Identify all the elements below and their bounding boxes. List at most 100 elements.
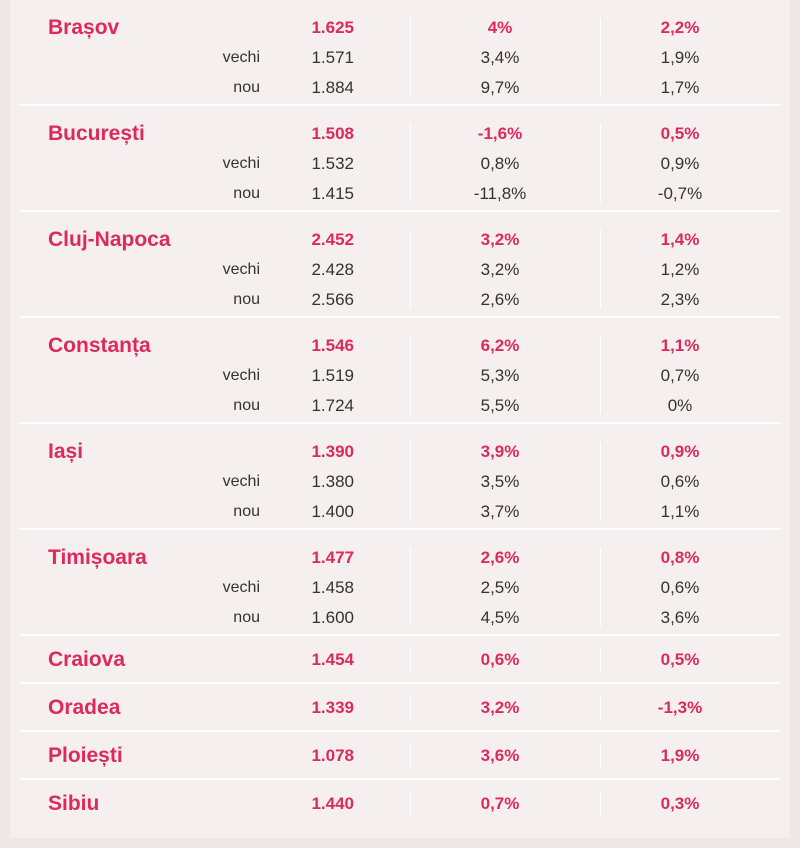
city-name: Ploiești — [48, 744, 123, 767]
subrow-percent-1: 3,4% — [480, 48, 520, 67]
change-percent-1: 2,6% — [480, 548, 520, 567]
column-divider — [410, 230, 411, 308]
subrow-value: 1.458 — [311, 578, 354, 597]
subrow-label: vechi — [222, 261, 260, 278]
change-percent-2: -1,3% — [657, 698, 703, 717]
city-total-row: Brașov 1.625 4% 2,2% — [20, 13, 780, 43]
subrow-label: vechi — [222, 473, 260, 490]
subrow-value: 1.724 — [311, 396, 354, 415]
subrow-nou: nou 1.400 3,7% 1,1% — [20, 497, 780, 527]
column-divider — [410, 124, 411, 202]
column-divider — [600, 648, 601, 672]
subrow-label: nou — [233, 397, 260, 414]
subrow-percent-1: 2,5% — [480, 578, 520, 597]
column-divider — [410, 18, 411, 96]
average-value: 1.454 — [311, 650, 354, 669]
subrow-percent-1: -11,8% — [473, 184, 527, 203]
subrow-label: vechi — [222, 367, 260, 384]
city-total-row: Oradea 1.339 3,2% -1,3% — [20, 693, 780, 723]
column-divider — [600, 336, 601, 414]
column-divider — [600, 744, 601, 768]
price-table: Brașov 1.625 4% 2,2% vechi 1.571 3,4% 1,9% nou 1.… — [10, 0, 790, 838]
city-total-row: București 1.508 -1,6% 0,5% — [20, 119, 780, 149]
subrow-vechi: vechi 1.458 2,5% 0,6% — [20, 573, 780, 603]
subrow-percent-2: 0% — [667, 396, 693, 415]
column-divider — [600, 124, 601, 202]
subrow-value: 1.532 — [311, 154, 354, 173]
city-group: Cluj-Napoca 2.452 3,2% 1,4% vechi 2.428 3,2% 1,… — [20, 212, 780, 318]
city-name: Constanța — [48, 334, 151, 357]
subrow-value: 1.600 — [311, 608, 354, 627]
column-divider — [410, 696, 411, 720]
column-divider — [600, 548, 601, 626]
subrow-value: 1.415 — [311, 184, 354, 203]
subrow-vechi: vechi 1.380 3,5% 0,6% — [20, 467, 780, 497]
change-percent-2: 0,5% — [660, 650, 700, 669]
subrow-label: nou — [233, 79, 260, 96]
change-percent-1: 3,2% — [480, 230, 520, 249]
subrow-percent-1: 0,8% — [480, 154, 520, 173]
subrow-percent-2: 0,6% — [660, 578, 700, 597]
change-percent-1: -1,6% — [477, 124, 523, 143]
average-value: 1.339 — [311, 698, 354, 717]
city-row: Ploiești 1.078 3,6% 1,9% — [20, 732, 780, 780]
city-group: Brașov 1.625 4% 2,2% vechi 1.571 3,4% 1,9% nou 1.… — [20, 0, 780, 106]
subrow-value: 1.884 — [311, 78, 354, 97]
subrow-percent-1: 2,6% — [480, 290, 520, 309]
subrow-vechi: vechi 1.571 3,4% 1,9% — [20, 43, 780, 73]
city-group: Constanța 1.546 6,2% 1,1% vechi 1.519 5,3% 0,7%… — [20, 318, 780, 424]
column-divider — [410, 548, 411, 626]
change-percent-2: 0,5% — [660, 124, 700, 143]
column-divider — [600, 696, 601, 720]
subrow-label: nou — [233, 609, 260, 626]
average-value: 1.078 — [311, 746, 354, 765]
subrow-value: 1.400 — [311, 502, 354, 521]
change-percent-1: 3,2% — [480, 698, 520, 717]
change-percent-2: 1,4% — [660, 230, 700, 249]
change-percent-2: 0,9% — [660, 442, 700, 461]
city-total-row: Iași 1.390 3,9% 0,9% — [20, 437, 780, 467]
city-total-row: Timișoara 1.477 2,6% 0,8% — [20, 543, 780, 573]
subrow-percent-1: 9,7% — [480, 78, 520, 97]
city-row: Oradea 1.339 3,2% -1,3% — [20, 684, 780, 732]
average-value: 1.440 — [311, 794, 354, 813]
subrow-label: nou — [233, 291, 260, 308]
change-percent-1: 3,6% — [480, 746, 520, 765]
city-group: Timișoara 1.477 2,6% 0,8% vechi 1.458 2,5% 0,6%… — [20, 530, 780, 636]
subrow-label: nou — [233, 185, 260, 202]
subrow-value: 1.519 — [311, 366, 354, 385]
subrow-vechi: vechi 1.532 0,8% 0,9% — [20, 149, 780, 179]
city-name: Timișoara — [48, 546, 147, 569]
subrow-percent-1: 5,5% — [480, 396, 520, 415]
column-divider — [600, 442, 601, 520]
change-percent-1: 6,2% — [480, 336, 520, 355]
city-row: Sibiu 1.440 0,7% 0,3% — [20, 780, 780, 826]
column-divider — [600, 18, 601, 96]
average-value: 1.390 — [311, 442, 354, 461]
city-row: Craiova 1.454 0,6% 0,5% — [20, 636, 780, 684]
subrow-percent-2: 1,2% — [660, 260, 700, 279]
subrow-percent-1: 3,7% — [480, 502, 520, 521]
city-name: Craiova — [48, 648, 126, 671]
subrow-value: 1.380 — [311, 472, 354, 491]
average-value: 1.546 — [311, 336, 354, 355]
subrow-percent-2: -0,7% — [657, 184, 703, 203]
change-percent-1: 0,7% — [480, 794, 520, 813]
change-percent-1: 3,9% — [480, 442, 520, 461]
city-group: Iași 1.390 3,9% 0,9% vechi 1.380 3,5% 0,6% nou 1.… — [20, 424, 780, 530]
column-divider — [410, 442, 411, 520]
subrow-nou: nou 1.724 5,5% 0% — [20, 391, 780, 421]
subrow-percent-2: 3,6% — [660, 608, 700, 627]
city-name: Oradea — [48, 696, 121, 719]
subrow-label: nou — [233, 503, 260, 520]
city-name: București — [48, 122, 145, 145]
subrow-percent-2: 1,7% — [660, 78, 700, 97]
city-total-row: Craiova 1.454 0,6% 0,5% — [20, 645, 780, 675]
subrow-nou: nou 1.600 4,5% 3,6% — [20, 603, 780, 633]
subrow-percent-2: 2,3% — [660, 290, 700, 309]
change-percent-2: 1,9% — [660, 746, 700, 765]
column-divider — [600, 230, 601, 308]
column-divider — [410, 744, 411, 768]
subrow-nou: nou 2.566 2,6% 2,3% — [20, 285, 780, 315]
subrow-label: vechi — [222, 579, 260, 596]
